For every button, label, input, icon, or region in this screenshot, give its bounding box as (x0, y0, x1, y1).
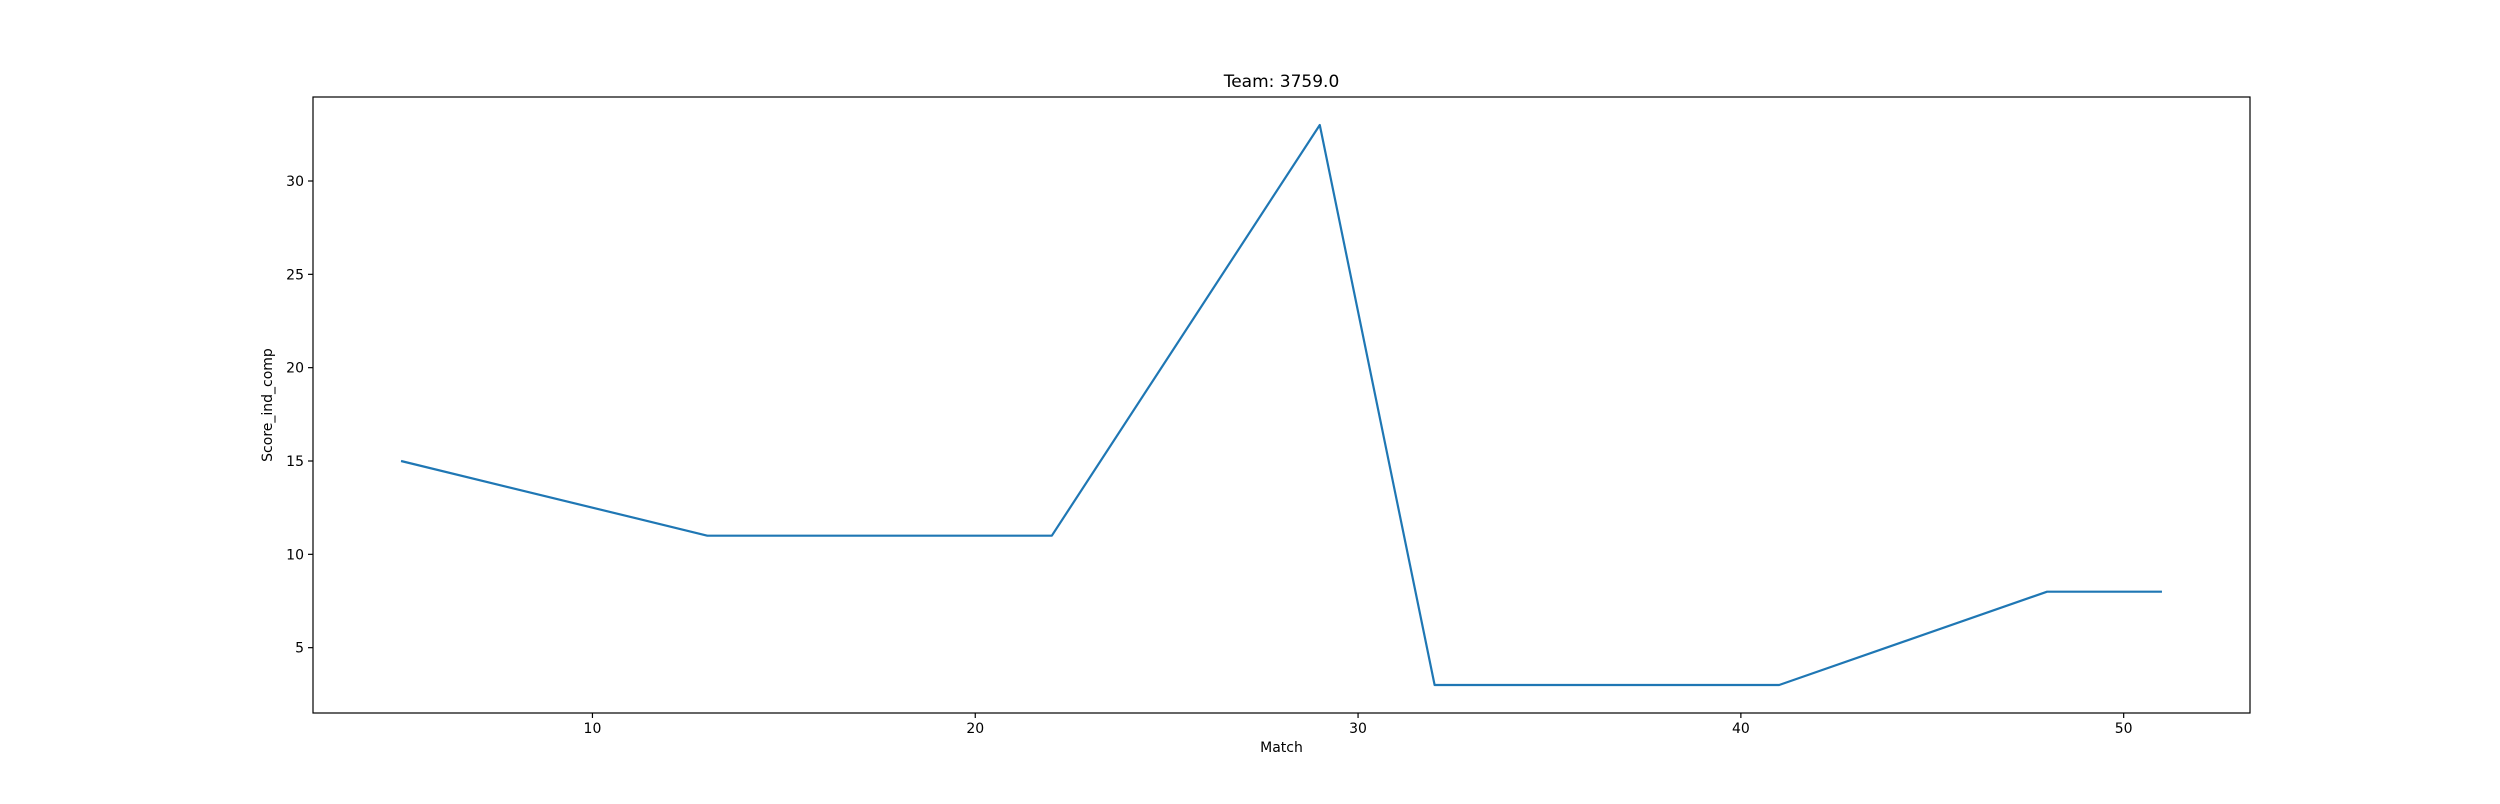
y-axis: 5 10 15 20 25 30 (286, 174, 313, 657)
x-tick-label: 50 (2115, 721, 2133, 737)
x-tick-label: 20 (966, 721, 984, 737)
y-tick-label: 30 (286, 174, 304, 190)
y-tick-label: 25 (286, 267, 304, 283)
series-line-0 (400, 123, 2162, 687)
x-tick-label: 10 (584, 721, 602, 737)
y-axis-label: Score_ind_comp (260, 348, 276, 462)
y-tick-label: 20 (286, 361, 304, 377)
y-tick-label: 10 (286, 547, 304, 563)
x-axis: 10 20 30 40 50 (584, 713, 2133, 737)
x-tick-label: 30 (1349, 721, 1367, 737)
plot-frame (312, 96, 2251, 714)
plot-series-layer (400, 123, 2162, 687)
chart-title: Team: 3759.0 (1223, 72, 1340, 92)
y-tick-label: 5 (295, 641, 304, 657)
y-tick-label: 15 (286, 454, 304, 470)
x-axis-label: Match (1260, 740, 1303, 756)
x-tick-label: 40 (1732, 721, 1750, 737)
